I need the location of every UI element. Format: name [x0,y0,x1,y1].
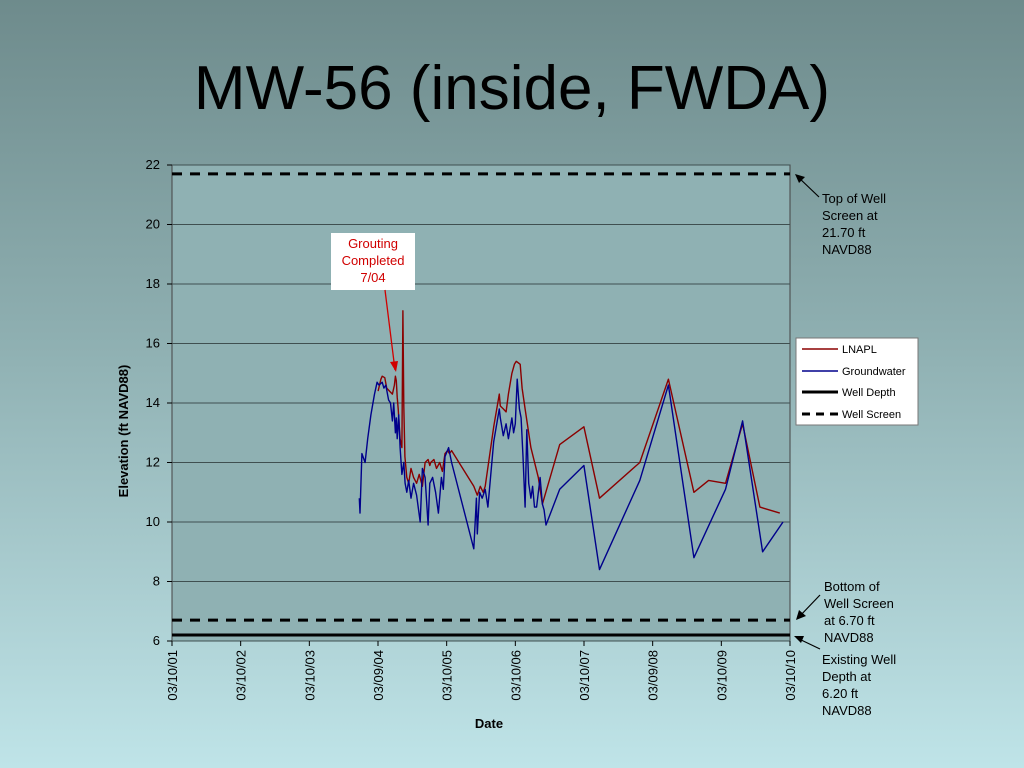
reference-lines [172,172,790,637]
y-tick-label-16: 16 [146,336,160,351]
y-tick-label-22: 22 [146,157,160,172]
series-line-groundwater [358,378,784,571]
grouting-line-3: 7/04 [360,270,385,285]
y-tick-label-8: 8 [153,574,160,589]
top-screen-label-4: NAVD88 [822,242,872,257]
y-axis: 6 8 10 12 14 16 18 20 22 [146,157,172,648]
well-depth-label-3: 6.20 ft [822,686,859,701]
x-tick-label-0: 03/10/01 [165,650,180,701]
legend-label-well-depth: Well Depth [842,387,896,399]
grouting-box [331,233,415,290]
x-tick-label-5: 03/10/06 [508,650,523,701]
x-tick-label-6: 03/10/07 [577,650,592,701]
legend-label-groundwater: Groundwater [842,366,906,378]
well-depth-label-2: Depth at [822,669,872,684]
legend-label-lnapl: LNAPL [842,344,877,356]
top-screen-arrowhead [795,174,805,183]
grouting-line-1: Grouting [348,236,398,251]
y-axis-title: Elevation (ft NAVD88) [116,365,131,498]
y-tick-label-6: 6 [153,633,160,648]
x-tick-label-3: 03/09/04 [371,650,386,701]
top-screen-label-2: Screen at [822,208,878,223]
top-screen-label-1: Top of Well [822,191,886,206]
bottom-screen-label-1: Bottom of [824,579,880,594]
legend-box [795,337,919,426]
bottom-screen-label-2: Well Screen [824,596,894,611]
grouting-arrowhead [390,361,398,372]
grouting-line-2: Completed [342,253,405,268]
bottom-screen-arrowhead [796,610,806,620]
legend: LNAPL Groundwater Well Depth Well Screen [795,337,919,426]
x-tick-label-1: 03/10/02 [234,650,249,701]
well-depth-label-1: Existing Well [822,652,896,667]
bottom-screen-label-4: NAVD88 [824,630,874,645]
x-axis-title: Date [475,716,503,731]
series-group [358,310,784,571]
x-axis: 03/10/01 03/10/02 03/10/03 03/09/04 03/10/05… [165,641,798,701]
y-tick-label-18: 18 [146,276,160,291]
x-tick-label-4: 03/10/05 [440,650,455,701]
top-screen-label-3: 21.70 ft [822,225,866,240]
y-tick-label-10: 10 [146,514,160,529]
well-depth-arrowhead [794,636,804,643]
bottom-screen-label-3: at 6.70 ft [824,613,875,628]
x-tick-label-7: 03/09/08 [646,650,661,701]
y-tick-label-20: 20 [146,217,160,232]
well-depth-label-4: NAVD88 [822,703,872,718]
legend-label-well-screen: Well Screen [842,409,901,421]
y-tick-label-12: 12 [146,455,160,470]
slide-title: MW-56 (inside, FWDA) [193,54,831,123]
y-tick-label-14: 14 [146,395,160,410]
grouting-arrow [384,289,396,371]
x-tick-label-2: 03/10/03 [302,650,317,701]
x-tick-label-8: 03/10/09 [714,650,729,701]
x-tick-label-9: 03/10/10 [783,650,798,701]
